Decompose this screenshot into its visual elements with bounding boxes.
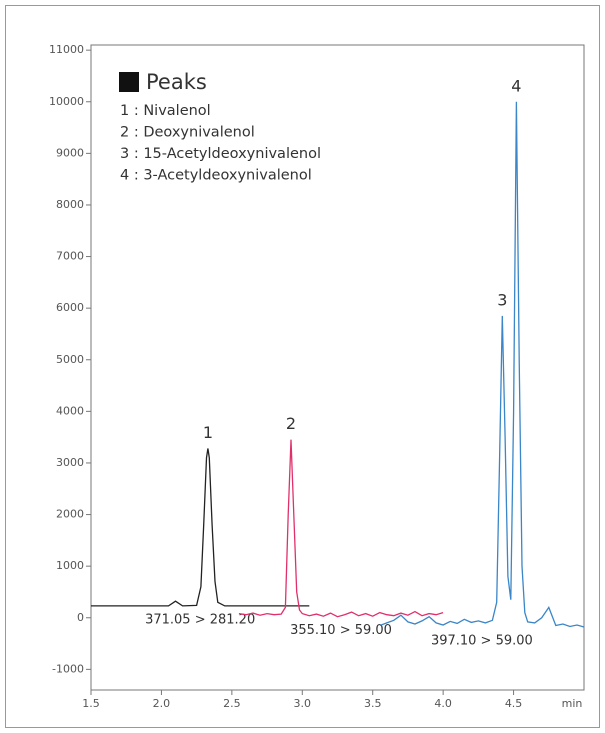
x-axis-label: min xyxy=(562,697,583,710)
x-tick-label: 2.0 xyxy=(153,697,171,710)
y-tick-label: 9000 xyxy=(56,146,84,159)
legend-swatch xyxy=(119,72,139,92)
trace xyxy=(91,448,310,607)
y-tick-label: 0 xyxy=(77,611,84,624)
trace-label: 397.10 > 59.00 xyxy=(431,634,533,649)
y-tick-label: 3000 xyxy=(56,456,84,469)
x-tick-label: 4.0 xyxy=(434,697,452,710)
x-tick-label: 3.5 xyxy=(364,697,382,710)
plot-frame xyxy=(90,44,585,691)
x-tick-label: 4.5 xyxy=(505,697,523,710)
trace-label: 371.05 > 281.20 xyxy=(145,612,255,627)
x-tick-label: 3.0 xyxy=(294,697,312,710)
legend-entry: 4 : 3-Acetyldeoxynivalenol xyxy=(120,168,312,184)
trace xyxy=(238,439,444,618)
y-tick-label: 1000 xyxy=(56,559,84,572)
peak-label: 2 xyxy=(286,414,296,433)
trace xyxy=(379,101,585,628)
legend-entry: 1 : Nivalenol xyxy=(120,103,211,119)
peak-label: 3 xyxy=(497,290,507,309)
legend-title: Peaks xyxy=(146,70,207,94)
y-tick-label: 5000 xyxy=(56,353,84,366)
legend-entry: 2 : Deoxynivalenol xyxy=(120,125,255,141)
y-tick-label: 7000 xyxy=(56,250,84,263)
y-tick-label: 8000 xyxy=(56,198,84,211)
peak-label: 1 xyxy=(203,423,213,442)
y-tick-label: 2000 xyxy=(56,508,84,521)
y-tick-label: 6000 xyxy=(56,301,84,314)
y-tick-label: -1000 xyxy=(52,662,84,675)
outer-border xyxy=(5,5,600,728)
peak-label: 4 xyxy=(511,76,521,95)
y-tick-label: 4000 xyxy=(56,404,84,417)
x-tick-label: 2.5 xyxy=(223,697,241,710)
y-tick-label: 10000 xyxy=(49,95,84,108)
y-tick-label: 11000 xyxy=(49,43,84,56)
trace-label: 355.10 > 59.00 xyxy=(290,623,392,638)
x-tick-label: 1.5 xyxy=(82,697,100,710)
legend-entry: 3 : 15-Acetyldeoxynivalenol xyxy=(120,146,321,162)
